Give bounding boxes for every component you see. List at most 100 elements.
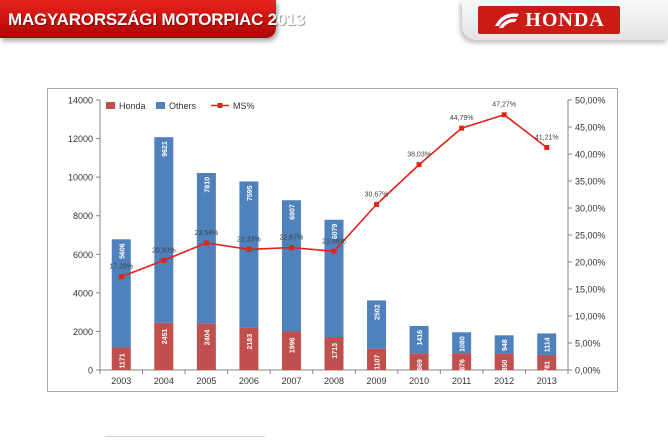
y-left-tick-label: 14000 [68, 96, 93, 106]
bar-honda [111, 347, 131, 370]
ms-label: 22,67% [280, 235, 304, 242]
bar-label-honda: 781 [545, 361, 552, 373]
bar-honda [324, 336, 344, 370]
ms-point [203, 240, 209, 246]
ms-point [161, 257, 167, 263]
ms-point [374, 201, 380, 207]
bar-label-honda: 876 [460, 359, 467, 371]
y-right-tick-label: 10,00% [575, 312, 606, 322]
y-right-tick-label: 25,00% [575, 231, 606, 241]
bar-label-others: 9621 [162, 141, 169, 157]
bar-label-honda: 850 [502, 360, 509, 372]
bar-label-honda: 1171 [119, 353, 126, 368]
x-tick-label: 2013 [537, 376, 557, 386]
bar-label-honda: 1713 [332, 343, 339, 359]
bar-label-honda: 2404 [204, 330, 211, 346]
y-left-tick-label: 8000 [73, 211, 93, 221]
ms-label: 17,28% [109, 264, 133, 271]
ms-label: 44,79% [450, 115, 474, 122]
bar-others [154, 137, 174, 323]
page-title: MAGYARORSZÁGI MOTORPIAC 2013 [8, 10, 305, 29]
legend-others-swatch [156, 102, 165, 109]
footer-divider [105, 436, 265, 437]
ms-point [416, 162, 422, 168]
x-tick-label: 2008 [324, 376, 344, 386]
bar-label-others: 948 [502, 339, 509, 351]
ms-label: 38,03% [407, 152, 431, 159]
market-chart: 0 2000 4000 6000 8000 10000 12000 14000 0,00% 5,0… [68, 96, 606, 387]
bar-others [281, 200, 301, 332]
bar-others [409, 325, 429, 354]
x-tick-label: 2005 [196, 376, 216, 386]
bar-label-others: 1416 [417, 330, 424, 346]
bar-label-honda: 2183 [247, 334, 254, 350]
bar-others [367, 300, 387, 349]
bar-others [196, 173, 216, 324]
bar-label-honda: 869 [417, 359, 424, 371]
bar-label-others: 2502 [375, 304, 382, 320]
legend-honda-swatch [106, 102, 115, 109]
bar-honda [494, 353, 514, 370]
bar-label-others: 6807 [289, 204, 296, 220]
bar-honda [452, 353, 472, 370]
ms-label: 47,27% [492, 102, 516, 109]
bar-label-others: 6079 [332, 224, 339, 240]
x-tick-label: 2003 [111, 376, 131, 386]
legend-honda-label: Honda [119, 101, 146, 111]
ms-label: 30,67% [365, 191, 389, 198]
ms-point [246, 246, 252, 252]
bar-others [239, 181, 259, 328]
y-left-tick-label: 10000 [68, 173, 93, 183]
legend-others-label: Others [169, 101, 197, 111]
bar-others [494, 335, 514, 354]
y-left-tick-label: 6000 [73, 250, 93, 260]
ms-point [544, 144, 550, 150]
ms-label: 20,30% [152, 247, 176, 254]
x-tick-label: 2010 [409, 376, 429, 386]
y-left-tick-label: 0 [88, 366, 93, 376]
x-tick-label: 2009 [367, 376, 387, 386]
bar-label-honda: 1996 [289, 337, 296, 353]
bar-label-others: 7810 [204, 177, 211, 193]
y-right-tick-label: 0,00% [575, 366, 601, 376]
honda-logo: HONDA [478, 6, 620, 34]
logo-text: HONDA [525, 8, 605, 31]
x-tick-label: 2007 [281, 376, 301, 386]
y-right-tick-label: 40,00% [575, 150, 606, 160]
ms-label: 41,21% [535, 134, 559, 141]
legend-ms-label: MS% [233, 101, 255, 111]
ms-point [118, 274, 124, 280]
legend-ms-marker [217, 103, 223, 108]
bar-label-others: 5606 [119, 243, 126, 259]
y-right-tick-label: 5,00% [575, 339, 601, 349]
y-left-tick-label: 2000 [73, 327, 93, 337]
bar-label-others: 7595 [247, 185, 254, 201]
bar-honda [196, 323, 216, 370]
x-tick-label: 2006 [239, 376, 259, 386]
bar-honda [537, 354, 557, 370]
ms-point [501, 112, 507, 118]
honda-wing-icon [495, 13, 520, 28]
bar-honda [281, 331, 301, 370]
bar-honda [239, 327, 259, 370]
y-right-tick-label: 20,00% [575, 258, 606, 268]
ms-point [459, 125, 465, 131]
bar-label-honda: 1107 [375, 355, 382, 370]
bar-honda [409, 353, 429, 370]
bar-others [111, 239, 131, 348]
ms-label: 23,54% [194, 230, 218, 237]
y-right-tick-label: 35,00% [575, 177, 606, 187]
y-right-tick-label: 30,00% [575, 204, 606, 214]
title-banner: MAGYARORSZÁGI MOTORPIAC 2013 [0, 0, 305, 38]
y-left-tick-label: 12000 [68, 134, 93, 144]
bar-label-others: 1080 [460, 336, 467, 352]
bar-honda [367, 348, 387, 370]
y-right-tick-label: 15,00% [575, 285, 606, 295]
y-right-tick-label: 50,00% [575, 96, 606, 106]
bar-label-others: 1114 [545, 337, 552, 352]
ms-point [288, 245, 294, 251]
y-right-tick-label: 45,00% [575, 123, 606, 133]
ms-point [331, 248, 337, 254]
bar-others [452, 332, 472, 354]
ms-label: 21,98% [322, 238, 346, 245]
